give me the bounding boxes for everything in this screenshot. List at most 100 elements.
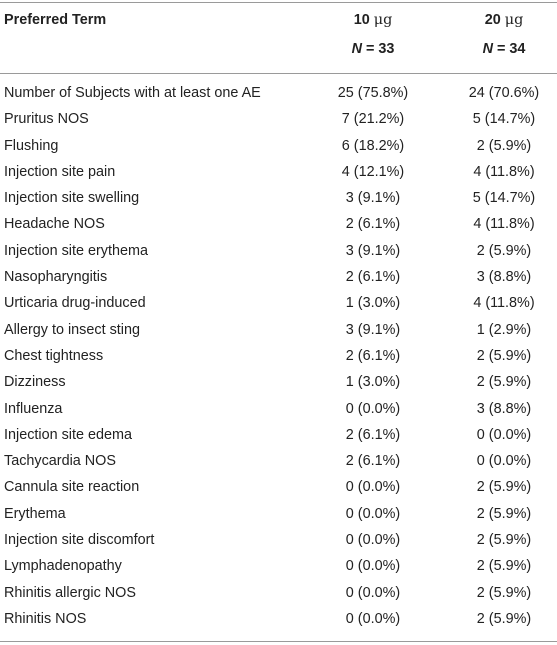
row-10ug-value: 3 (9.1%): [345, 242, 401, 259]
table-row: Tachycardia NOS 2 (6.1%) 0 (0.0%): [0, 448, 557, 474]
row-10ug-value: 3 (9.1%): [345, 321, 401, 338]
header-preferred-term: Preferred Term: [4, 12, 107, 28]
row-term: Injection site edema: [4, 426, 132, 443]
row-10ug-value: 0 (0.0%): [345, 558, 401, 575]
row-10ug-value: 3 (9.1%): [345, 190, 401, 207]
table-header: Preferred Term 10 μg N = 33 20 μg N = 34: [0, 3, 557, 73]
row-10ug-value: 2 (6.1%): [345, 269, 401, 286]
table-row: Injection site pain 4 (12.1%) 4 (11.8%): [0, 159, 557, 185]
table-row: Nasopharyngitis 2 (6.1%) 3 (8.8%): [0, 264, 557, 290]
row-term: Injection site swelling: [4, 190, 140, 207]
table-row: Rhinitis NOS 0 (0.0%) 2 (5.9%): [0, 606, 557, 632]
row-term: Lymphadenopathy: [4, 558, 122, 575]
row-10ug-value: 7 (21.2%): [341, 111, 405, 128]
row-term: Injection site pain: [4, 163, 116, 180]
row-10ug-value: 2 (6.1%): [345, 426, 401, 443]
row-20ug-value: 2 (5.9%): [476, 558, 532, 575]
row-10ug-value: 1 (3.0%): [345, 374, 401, 391]
header-col2-dose: 20: [484, 12, 501, 28]
row-20ug-value: 2 (5.9%): [476, 505, 532, 522]
row-10ug-value: 25 (75.8%): [337, 85, 409, 101]
row-20ug-value: 2 (5.9%): [476, 584, 532, 601]
header-col1-n-value: = 33: [365, 41, 395, 57]
table-top-rule: [0, 2, 557, 3]
table-row: Injection site erythema 3 (9.1%) 2 (5.9%): [0, 238, 557, 264]
row-20ug-value: 5 (14.7%): [472, 111, 536, 128]
row-10ug-value: 2 (6.1%): [345, 453, 401, 470]
row-term: Pruritus NOS: [4, 111, 89, 128]
header-col1-unit: μg: [373, 12, 393, 28]
table-body: Number of Subjects with at least one AE 2…: [0, 80, 557, 632]
table-row: Dizziness 1 (3.0%) 2 (5.9%): [0, 369, 557, 395]
row-10ug-value: 6 (18.2%): [341, 137, 405, 154]
row-20ug-value: 24 (70.6%): [468, 85, 540, 101]
row-10ug-value: 0 (0.0%): [345, 532, 401, 549]
row-term: Headache NOS: [4, 216, 105, 233]
row-20ug-value: 2 (5.9%): [476, 242, 532, 259]
row-20ug-value: 1 (2.9%): [476, 321, 532, 338]
row-20ug-value: 3 (8.8%): [476, 400, 532, 417]
table-row: Allergy to insect sting 3 (9.1%) 1 (2.9%): [0, 317, 557, 343]
table-row: Lymphadenopathy 0 (0.0%) 2 (5.9%): [0, 553, 557, 579]
table-row: Pruritus NOS 7 (21.2%) 5 (14.7%): [0, 106, 557, 132]
header-col-10ug: 10 μg N = 33: [300, 12, 446, 58]
table-row: Headache NOS 2 (6.1%) 4 (11.8%): [0, 211, 557, 237]
table-row: Number of Subjects with at least one AE 2…: [0, 80, 557, 106]
row-10ug-value: 0 (0.0%): [345, 479, 401, 496]
header-col2-n-value: = 34: [496, 41, 526, 57]
header-col2-n: N = 34: [451, 41, 557, 58]
table-row: Injection site swelling 3 (9.1%) 5 (14.7%): [0, 185, 557, 211]
header-col1-n: N = 33: [300, 41, 446, 58]
row-20ug-value: 5 (14.7%): [472, 190, 536, 207]
row-10ug-value: 0 (0.0%): [345, 400, 401, 417]
row-20ug-value: 2 (5.9%): [476, 374, 532, 391]
row-20ug-value: 0 (0.0%): [476, 453, 532, 470]
row-10ug-value: 2 (6.1%): [345, 216, 401, 233]
row-term: Erythema: [4, 505, 66, 522]
row-term: Allergy to insect sting: [4, 321, 140, 338]
row-20ug-value: 4 (11.8%): [473, 295, 535, 312]
table-row: Chest tightness 2 (6.1%) 2 (5.9%): [0, 343, 557, 369]
row-20ug-value: 2 (5.9%): [476, 137, 532, 154]
row-term: Rhinitis NOS: [4, 610, 87, 627]
row-term: Rhinitis allergic NOS: [4, 584, 136, 601]
header-col1-dose: 10: [353, 12, 370, 28]
row-10ug-value: 1 (3.0%): [345, 295, 401, 312]
row-10ug-value: 4 (12.1%): [341, 163, 405, 180]
table-row: Injection site edema 2 (6.1%) 0 (0.0%): [0, 422, 557, 448]
row-term: Influenza: [4, 400, 63, 417]
row-term: Cannula site reaction: [4, 479, 140, 496]
header-col2-unit: μg: [504, 12, 524, 28]
row-20ug-value: 2 (5.9%): [476, 479, 532, 496]
row-term: Number of Subjects with at least one AE: [4, 85, 261, 101]
header-col-20ug: 20 μg N = 34: [451, 12, 557, 58]
table-row: Cannula site reaction 0 (0.0%) 2 (5.9%): [0, 474, 557, 500]
row-20ug-value: 3 (8.8%): [476, 269, 532, 286]
row-term: Dizziness: [4, 374, 66, 391]
table-row: Injection site discomfort 0 (0.0%) 2 (5.9%…: [0, 527, 557, 553]
row-20ug-value: 2 (5.9%): [476, 610, 532, 627]
row-20ug-value: 2 (5.9%): [476, 347, 532, 364]
table-row: Influenza 0 (0.0%) 3 (8.8%): [0, 396, 557, 422]
table-header-rule: [0, 73, 557, 74]
row-10ug-value: 0 (0.0%): [345, 610, 401, 627]
row-10ug-value: 0 (0.0%): [345, 584, 401, 601]
row-term: Tachycardia NOS: [4, 453, 116, 470]
table-row: Erythema 0 (0.0%) 2 (5.9%): [0, 501, 557, 527]
row-term: Urticaria drug-induced: [4, 295, 146, 312]
row-10ug-value: 0 (0.0%): [345, 505, 401, 522]
header-col1-n-label: N: [351, 41, 362, 57]
row-20ug-value: 4 (11.8%): [473, 216, 535, 233]
row-20ug-value: 0 (0.0%): [476, 426, 532, 443]
row-20ug-value: 2 (5.9%): [476, 532, 532, 549]
table-row: Rhinitis allergic NOS 0 (0.0%) 2 (5.9%): [0, 580, 557, 606]
table-bottom-rule: [0, 641, 557, 642]
row-20ug-value: 4 (11.8%): [473, 163, 535, 180]
table-row: Urticaria drug-induced 1 (3.0%) 4 (11.8%): [0, 290, 557, 316]
row-term: Injection site discomfort: [4, 532, 155, 549]
header-col2-n-label: N: [482, 41, 493, 57]
row-term: Chest tightness: [4, 347, 104, 364]
row-term: Nasopharyngitis: [4, 269, 108, 286]
row-term: Flushing: [4, 137, 59, 154]
